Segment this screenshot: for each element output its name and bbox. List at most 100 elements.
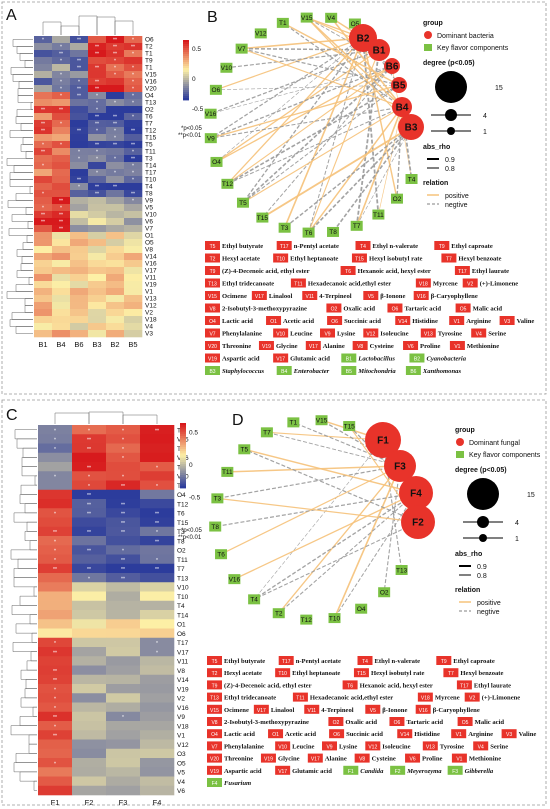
heatmap-cell xyxy=(124,155,143,163)
heatmap-cell xyxy=(52,120,71,128)
heatmap-cell xyxy=(106,183,125,191)
row-label: V7 xyxy=(145,226,153,233)
key-code-box xyxy=(454,266,470,275)
colorbar-segment xyxy=(180,425,186,428)
key-code: T11 xyxy=(296,696,304,702)
significance-mark: * xyxy=(42,143,44,149)
dendrogram-branch xyxy=(15,284,33,292)
key-code: O5 xyxy=(462,720,469,726)
legend-item: Dominant fungal xyxy=(469,440,520,447)
heatmap-cell xyxy=(124,274,143,282)
heatmap-cell xyxy=(88,176,107,184)
heatmap-cell xyxy=(34,232,53,240)
key-code-box xyxy=(464,692,480,702)
key-name: Gibberella xyxy=(465,768,494,775)
heatmap-cell xyxy=(140,748,175,759)
dendrogram-branch xyxy=(19,494,37,504)
significance-mark: ** xyxy=(95,115,99,121)
heatmap-cell xyxy=(72,489,107,500)
key-code-box xyxy=(207,765,222,775)
heatmap-cell xyxy=(124,211,143,219)
positive-edge xyxy=(234,492,417,580)
flavor-node-label: T3 xyxy=(214,496,222,503)
negative-edge xyxy=(308,37,364,233)
heatmap-cell xyxy=(124,134,143,142)
heatmap-cell xyxy=(52,281,71,289)
heatmap-cell xyxy=(72,684,107,694)
key-name: Hexyl benzoate xyxy=(460,670,503,677)
significance-mark: ** xyxy=(121,530,125,536)
heatmap-cell xyxy=(38,628,73,639)
significance-mark: ** xyxy=(87,438,91,444)
key-name: Histidine xyxy=(412,318,438,325)
heatmap-cell xyxy=(34,260,53,268)
colorbar-segment xyxy=(183,82,189,85)
significance-mark: ** xyxy=(113,38,117,44)
colorbar-segment xyxy=(180,446,186,450)
positive-edge xyxy=(330,17,403,108)
row-label: T1 xyxy=(145,65,153,72)
heatmap-cell xyxy=(106,50,125,58)
key-name: Isoleucine xyxy=(382,743,410,750)
significance-mark: * xyxy=(54,706,56,712)
negative-edge xyxy=(242,65,393,204)
significance-mark: * xyxy=(78,185,80,191)
dendrogram-branch xyxy=(16,109,33,117)
heatmap-cell xyxy=(52,316,71,324)
negative-edge xyxy=(253,492,417,600)
flavor-node xyxy=(315,415,328,426)
heatmap-cell xyxy=(88,127,107,135)
flavor-node-label: T1 xyxy=(279,20,287,27)
microbe-node xyxy=(384,450,416,482)
key-code-box xyxy=(205,278,220,288)
key-name: Enterobacter xyxy=(293,368,330,375)
heatmap-cell xyxy=(106,134,125,142)
heatmap-cell xyxy=(124,281,143,289)
key-code-box xyxy=(302,291,318,300)
heatmap-cell xyxy=(34,169,53,177)
heatmap-cell xyxy=(124,183,143,191)
significance-mark: * xyxy=(132,150,134,156)
colorbar-segment xyxy=(183,78,189,81)
significance-mark: ** xyxy=(121,521,125,527)
significance-mark: ** xyxy=(53,734,57,740)
heatmap-cell xyxy=(106,480,141,491)
key-code: O6 xyxy=(333,732,340,738)
heatmap-cell xyxy=(34,246,53,254)
key-name: Malic acid xyxy=(475,719,505,726)
negative-edge xyxy=(261,65,393,218)
row-label: O1 xyxy=(145,233,154,240)
heatmap-cell xyxy=(88,155,107,163)
key-code-box xyxy=(320,328,335,338)
heatmap-cell xyxy=(70,302,89,310)
key-name: Hexanoic acid, hexyl ester xyxy=(360,682,433,689)
heatmap-cell xyxy=(106,225,125,233)
heatmap-cell xyxy=(88,323,107,331)
heatmap-cell xyxy=(124,148,143,156)
key-name: Methionine xyxy=(469,756,501,763)
significance-mark: ** xyxy=(113,52,117,58)
key-name: n-Pentyl acetate xyxy=(294,243,339,250)
heatmap-cell xyxy=(34,36,53,44)
flavor-node-label: V10 xyxy=(221,65,233,72)
key-name: Lactobacillus xyxy=(357,356,395,363)
key-code: V15 xyxy=(210,708,219,714)
flavor-node-label: V9 xyxy=(207,135,215,142)
flavor-node-label: T6 xyxy=(305,230,313,237)
flavor-node xyxy=(378,587,391,598)
heatmap-cell xyxy=(34,134,53,142)
key-code-box xyxy=(352,341,368,350)
flavor-node xyxy=(300,614,313,625)
heatmap-cell xyxy=(70,204,89,212)
key-name: (Z)-4-Decenoic acid, ethyl ester xyxy=(224,682,312,689)
colorbar-tick: 0 xyxy=(189,462,193,469)
heatmap-cell xyxy=(34,190,53,198)
row-label: V17 xyxy=(177,649,189,656)
key-name: Phenylalanine xyxy=(224,743,264,750)
significance-mark: ** xyxy=(41,122,45,128)
key-code: T4 xyxy=(362,659,368,665)
colorbar-tick: 0.5 xyxy=(189,430,198,437)
flavor-node-label: O2 xyxy=(393,196,402,203)
key-name: (Z)-4-Decenoic acid, ethyl ester xyxy=(222,268,310,275)
heatmap-cell xyxy=(52,190,71,198)
